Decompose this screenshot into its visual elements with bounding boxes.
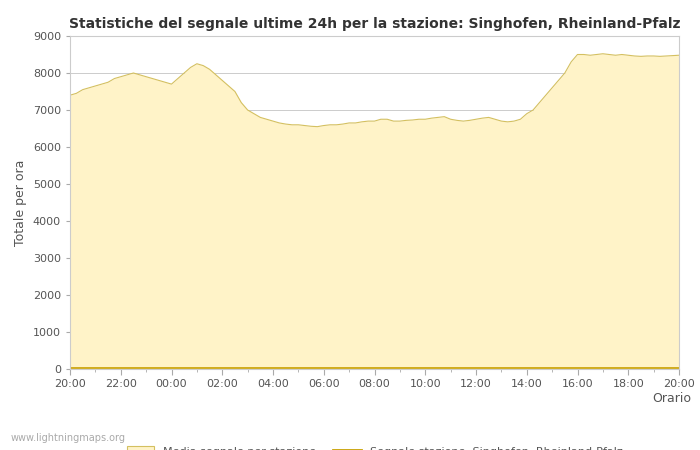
Text: www.lightningmaps.org: www.lightningmaps.org [10,433,125,443]
Y-axis label: Totale per ora: Totale per ora [14,159,27,246]
X-axis label: Orario: Orario [652,392,691,405]
Legend: Media segnale per stazione, Segnale stazione: Singhofen, Rheinland-Pfalz: Media segnale per stazione, Segnale staz… [127,446,622,450]
Title: Statistiche del segnale ultime 24h per la stazione: Singhofen, Rheinland-Pfalz: Statistiche del segnale ultime 24h per l… [69,17,680,31]
